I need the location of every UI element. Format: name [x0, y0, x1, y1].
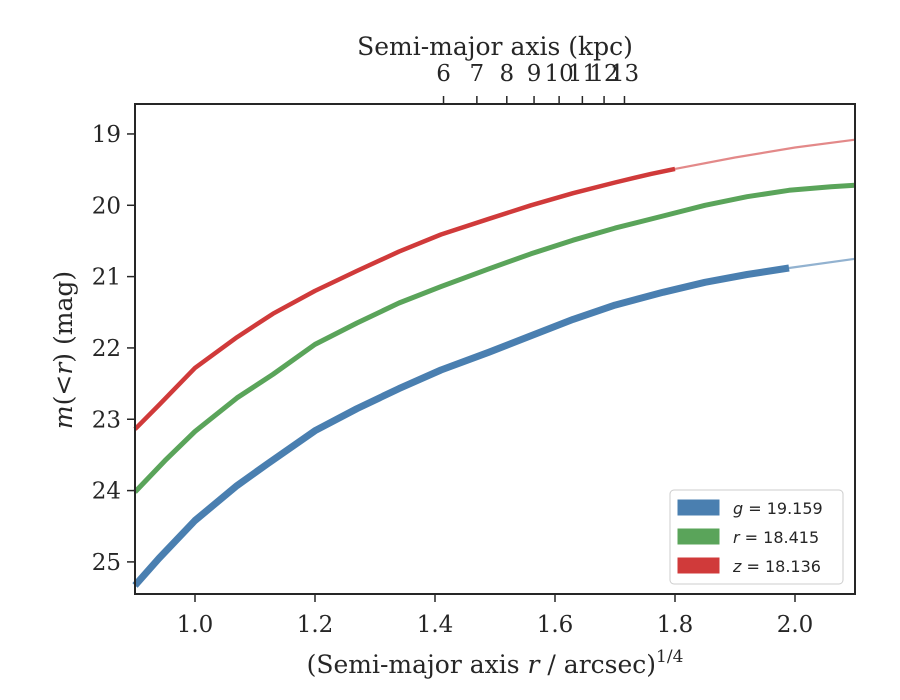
- x-tick-label: 2.0: [777, 612, 814, 638]
- x-axis-title: (Semi-major axis r / arcsec)1/4: [307, 647, 684, 679]
- series-r-line: [133, 182, 856, 494]
- series-g-extrapolated-line: [788, 257, 856, 270]
- x-tick-label: 1.2: [297, 612, 334, 638]
- top-tick-label: 13: [610, 61, 639, 87]
- legend-swatch-r: [677, 528, 720, 545]
- top-tick-label: 9: [527, 61, 542, 87]
- legend-swatch-g: [677, 499, 720, 516]
- series-z-extrapolated-line: [674, 138, 856, 170]
- x-tick-label: 1.8: [657, 612, 694, 638]
- x-tick-label: 1.6: [537, 612, 574, 638]
- x-axis-title-var: r: [528, 650, 542, 679]
- axis-ticks: 1.0 1.2 1.4 1.6 1.8 2.0 19 20 21 22 23 24 25 6 7 8 9 1011…: [92, 61, 814, 638]
- x-axis-title-suffix: / arcsec): [539, 650, 656, 679]
- x-axis-title-prefix: (Semi-major axis: [307, 650, 528, 679]
- top-tick-label: 12: [589, 61, 618, 87]
- legend: g = 19.159 r = 18.415 z = 18.136: [669, 489, 844, 585]
- series-z-line: [133, 166, 676, 431]
- top-tick-label: 8: [499, 61, 514, 87]
- y-tick-label: 24: [92, 479, 121, 505]
- x-tick-label: 1.0: [177, 612, 214, 638]
- y-axis-title: m(<r) (mag): [49, 271, 78, 429]
- y-axis-title-r: r: [49, 361, 78, 375]
- top-tick-label: 6: [436, 61, 451, 87]
- y-axis-title-end: ) (mag): [49, 271, 78, 363]
- legend-label-r: r = 18.415: [733, 528, 819, 547]
- plot-frame: [134, 103, 856, 595]
- top-axis-title: Semi-major axis (kpc): [357, 32, 633, 61]
- y-tick-label: 22: [92, 336, 121, 362]
- top-tick-label: 7: [470, 61, 485, 87]
- legend-label-g: g = 19.159: [733, 499, 823, 518]
- legend-swatch-z: [677, 557, 720, 574]
- x-axis-title-exponent: 1/4: [656, 647, 683, 667]
- y-tick-label: 19: [92, 122, 121, 148]
- y-tick-label: 20: [92, 193, 121, 219]
- top-tick-label: 11: [568, 61, 597, 87]
- series-g-line: [132, 264, 790, 588]
- y-tick-label: 25: [92, 550, 121, 576]
- x-tick-label: 1.4: [417, 612, 454, 638]
- top-tick-label: 10: [544, 61, 573, 87]
- y-axis-title-mid: (<: [49, 375, 78, 406]
- y-axis-title-m: m: [49, 405, 78, 429]
- legend-label-z: z = 18.136: [732, 557, 821, 576]
- y-tick-label: 23: [92, 407, 121, 433]
- plot-marks: [132, 138, 856, 588]
- y-tick-label: 21: [92, 265, 121, 291]
